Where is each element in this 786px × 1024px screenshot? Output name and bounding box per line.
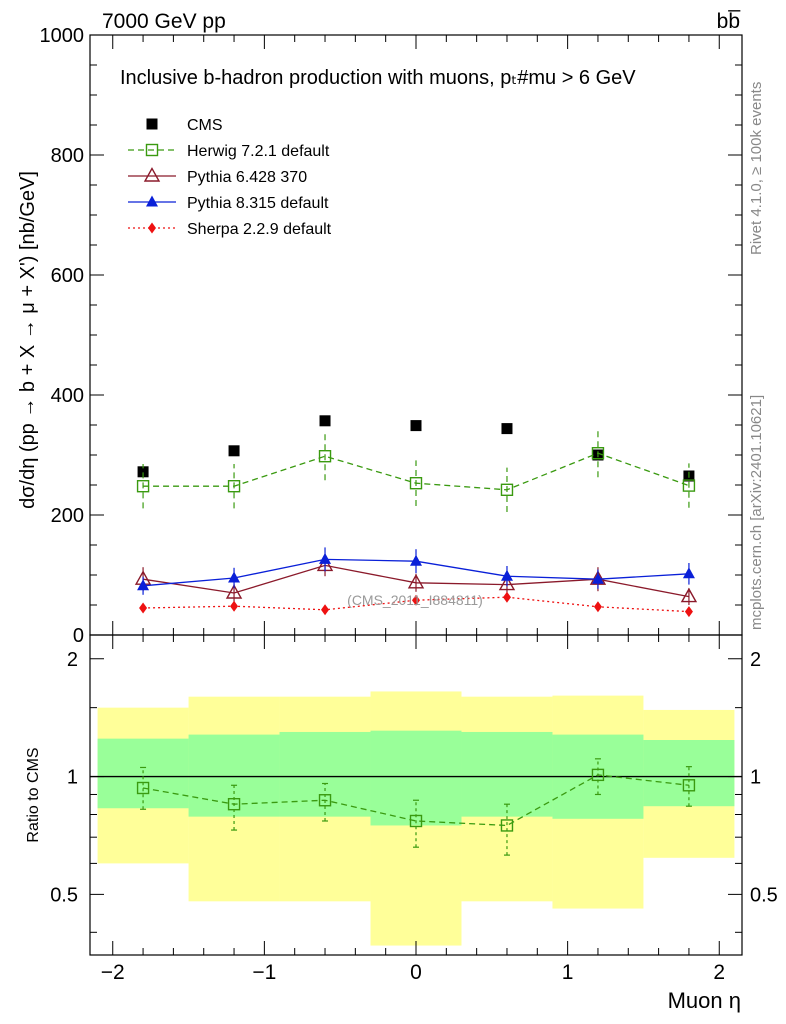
data-point (591, 447, 605, 460)
ratio-y-tick-label: 0.5 (50, 884, 78, 906)
energy-label: 7000 GeV pp (102, 10, 226, 33)
ratio-point (591, 768, 605, 782)
x-axis: −2 −1 0 1 2 (101, 635, 725, 984)
chart-title: Inclusive b-hadron production with muons… (120, 67, 636, 89)
inner-band (370, 730, 462, 826)
ratio-y-tick-label-right: 2 (750, 649, 761, 671)
series-sherpa-2-2-9-default (139, 591, 693, 618)
main-panel: 0 200 400 600 800 1000 Inclusive b-hadron pro… (17, 25, 743, 647)
data-point (225, 584, 243, 599)
data-point (319, 552, 332, 564)
x-tick-label: 2 (713, 961, 725, 984)
ratio-point (409, 814, 423, 828)
data-point (412, 594, 420, 606)
data-point (228, 445, 240, 457)
main-plot-area (134, 415, 698, 618)
ratio-point (500, 819, 514, 832)
data-point (136, 480, 150, 493)
inner-band (461, 731, 553, 817)
data-point (502, 591, 511, 603)
ratio-point (318, 794, 332, 807)
legend-item-pythia-8-315-default: Pythia 8.315 default (128, 195, 329, 212)
x-tick-label: −2 (101, 961, 125, 984)
ratio-panel: 0.5 0.5 1 1 2 2 −2 −1 0 1 2 Ratio to CMS Muon η (25, 634, 778, 1013)
rivet-version-text: Rivet 4.1.0, ≥ 100k events (748, 82, 765, 255)
y-tick-label: 1000 (40, 25, 85, 47)
data-point (319, 415, 331, 427)
data-point (139, 602, 148, 614)
data-point (680, 587, 698, 603)
legend-item-sherpa-2-2-9-default: Sherpa 2.2.9 default (128, 221, 332, 238)
ratio-y-tick-label-right: 1 (750, 767, 761, 789)
ratio-plot-area (90, 758, 742, 856)
data-point (321, 604, 330, 616)
legend-label: CMS (187, 117, 223, 134)
ratio-uncertainty-bands (97, 691, 735, 946)
main-x-ticks (112, 35, 720, 635)
legend: CMS Herwig 7.2.1 default Pythia 6.428 370 P… (128, 117, 332, 238)
x-tick-label: −1 (252, 961, 276, 984)
data-point (501, 423, 513, 435)
legend-marker (145, 143, 159, 157)
process-label: bb̅ (717, 10, 742, 33)
x-axis-label: Muon η (668, 988, 741, 1013)
mcplots-reference-text: mcplots.cern.ch [arXiv:2401.10621] (748, 395, 765, 630)
data-point (410, 554, 422, 566)
data-point (682, 479, 696, 492)
x-tick-label: 1 (562, 961, 574, 984)
y-tick-label: 800 (51, 145, 84, 167)
legend-label: Herwig 7.2.1 default (187, 143, 330, 160)
y-tick-label: 600 (51, 265, 84, 287)
x-tick-label: 0 (410, 961, 422, 984)
series-pythia-8-315-default (137, 547, 695, 595)
legend-label: Pythia 8.315 default (187, 195, 329, 212)
data-point (682, 567, 695, 579)
data-point (230, 600, 239, 612)
data-point (137, 466, 149, 478)
legend-item-herwig-7-2-1-default: Herwig 7.2.1 default (128, 143, 330, 160)
legend-marker (146, 118, 158, 130)
ratio-point (682, 779, 696, 792)
legend-marker (148, 222, 156, 234)
data-point (591, 572, 604, 584)
inner-band (97, 738, 189, 809)
series-herwig-7-2-1-default (136, 429, 696, 512)
legend-label: Sherpa 2.2.9 default (187, 221, 332, 238)
analysis-watermark: (CMS_2011_I884811) (347, 592, 483, 608)
data-point (318, 450, 332, 463)
legend-item-pythia-6-428-370: Pythia 6.428 370 (128, 167, 307, 186)
inner-band (279, 731, 371, 817)
data-point (500, 483, 514, 496)
y-tick-label: 0 (73, 625, 84, 647)
legend-label: Pythia 6.428 370 (187, 169, 307, 186)
legend-marker (143, 167, 161, 182)
main-y-axis: 0 200 400 600 800 1000 (40, 25, 742, 647)
legend-item-cms: CMS (146, 117, 223, 134)
data-point (684, 606, 693, 618)
data-point (407, 573, 425, 589)
main-y-axis-label: dσ/dη (pp → b + X → μ + X') [nb/GeV] (17, 171, 39, 509)
data-point (410, 420, 422, 432)
legend-marker (146, 195, 158, 207)
ratio-y-tick-label: 2 (67, 649, 78, 671)
data-point (593, 601, 602, 613)
data-point (137, 579, 150, 591)
data-point (498, 575, 516, 591)
ratio-y-axis-label: Ratio to CMS (25, 747, 42, 842)
data-point (227, 480, 241, 493)
ratio-y-axis: 0.5 0.5 1 1 2 2 (50, 649, 778, 933)
ratio-y-tick-label: 1 (67, 767, 78, 789)
y-tick-label: 200 (51, 505, 84, 527)
data-point (409, 477, 423, 490)
y-tick-label: 400 (51, 385, 84, 407)
ratio-point (136, 781, 150, 795)
ratio-series-herwig-7-2-1-default (136, 758, 696, 856)
ratio-y-tick-label-right: 0.5 (750, 884, 778, 906)
data-point (500, 569, 513, 581)
ratio-point (227, 797, 241, 811)
inner-band (643, 740, 735, 807)
data-point (228, 571, 241, 583)
